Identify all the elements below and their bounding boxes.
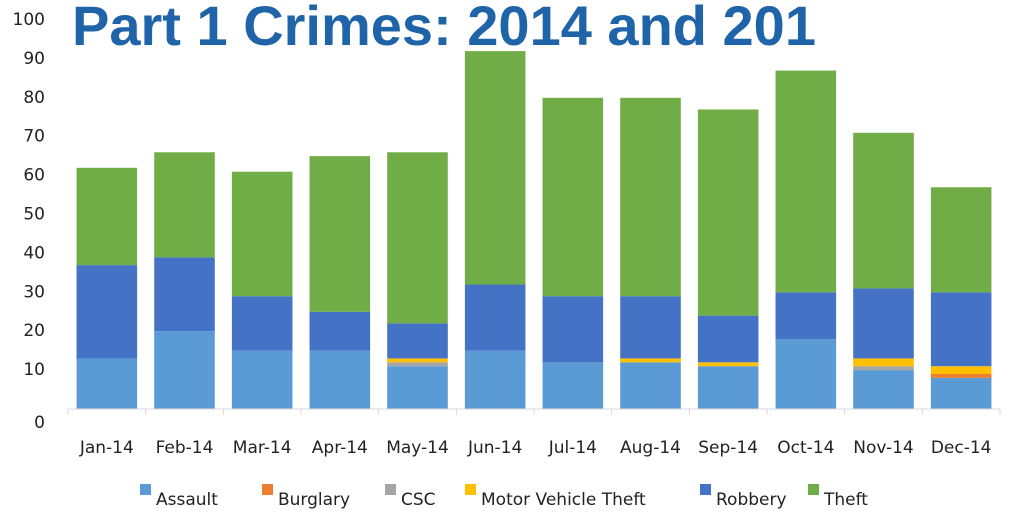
bar-segment xyxy=(853,358,914,367)
y-tick-label: 100 xyxy=(13,10,45,30)
bar-segment xyxy=(154,331,215,409)
x-tick-label: Aug-14 xyxy=(620,438,681,458)
bar-segment xyxy=(542,97,604,297)
x-tick-label: Sep-14 xyxy=(698,438,758,458)
legend-label: Theft xyxy=(823,490,868,510)
bar-segment xyxy=(620,296,681,359)
bar-segment xyxy=(853,288,914,359)
x-tick-label: Nov-14 xyxy=(853,438,914,458)
legend-swatch xyxy=(465,484,476,495)
x-tick-label: Jan-14 xyxy=(79,438,134,458)
x-tick-label: Dec-14 xyxy=(931,438,992,458)
x-tick-label: Apr-14 xyxy=(312,438,368,458)
bar-segment xyxy=(387,358,448,363)
bar-segment xyxy=(309,350,371,409)
bar-segment xyxy=(620,358,681,363)
y-tick-label: 10 xyxy=(23,360,45,380)
x-tick-label: Jul-14 xyxy=(548,438,597,458)
bar-segment xyxy=(387,362,448,367)
legend-label: CSC xyxy=(401,490,436,510)
legend-label: Robbery xyxy=(716,490,787,510)
bar-segment xyxy=(309,311,371,351)
bar-segment xyxy=(930,187,992,293)
bar-segment xyxy=(853,132,914,289)
legend-swatch xyxy=(385,484,396,495)
x-tick-label: Jun-14 xyxy=(467,438,522,458)
bar-segment xyxy=(620,362,681,409)
bar-segment xyxy=(775,292,837,339)
y-tick-label: 30 xyxy=(23,282,45,302)
bar-segment xyxy=(542,362,604,409)
y-tick-label: 80 xyxy=(23,88,45,108)
bar-segment xyxy=(387,152,448,324)
bar-segment xyxy=(309,156,371,312)
x-tick-label: Mar-14 xyxy=(233,438,292,458)
x-tick-label: Oct-14 xyxy=(777,438,834,458)
x-tick-label: May-14 xyxy=(386,438,449,458)
y-tick-label: 60 xyxy=(23,166,45,186)
bar-segment xyxy=(697,362,759,367)
bar-segment xyxy=(387,366,448,409)
bar-segment xyxy=(930,366,992,374)
bar-segment xyxy=(697,315,759,363)
bar-segment xyxy=(620,97,681,297)
bar-segment xyxy=(775,338,837,409)
bar-segment xyxy=(387,323,448,359)
bar-segment xyxy=(231,296,293,351)
bar-segment xyxy=(775,70,837,293)
legend-swatch xyxy=(262,484,273,495)
y-tick-label: 40 xyxy=(23,243,45,263)
bar-segment xyxy=(464,51,526,285)
legend-label: Assault xyxy=(156,490,218,510)
bar-segment xyxy=(154,257,215,332)
y-tick-label: 70 xyxy=(23,127,45,147)
legend-swatch xyxy=(700,484,711,495)
y-tick-label: 20 xyxy=(23,321,45,341)
y-tick-label: 90 xyxy=(23,49,45,69)
bar-segment xyxy=(231,171,293,297)
bar-segment xyxy=(76,265,138,359)
bar-segment xyxy=(853,370,914,409)
bar-segment xyxy=(930,292,992,367)
legend-swatch xyxy=(140,484,151,495)
legend-label: Burglary xyxy=(278,490,350,510)
bar-segment xyxy=(154,152,215,258)
x-tick-label: Feb-14 xyxy=(156,438,214,458)
bar-segment xyxy=(930,373,992,378)
bar-segment xyxy=(853,366,914,371)
legend-swatch xyxy=(808,484,819,495)
bar-segment xyxy=(542,296,604,363)
chart-title: Part 1 Crimes: 2014 and 201 xyxy=(72,0,816,57)
bar-segment xyxy=(76,167,138,266)
bar-segment xyxy=(697,109,759,316)
bar-segment xyxy=(464,284,526,351)
bar-segment xyxy=(697,366,759,409)
bar-segment xyxy=(930,377,992,409)
legend-label: Motor Vehicle Theft xyxy=(481,490,646,510)
bar-segment xyxy=(76,358,138,409)
bar-segment xyxy=(231,350,293,409)
bar-segment xyxy=(464,350,526,409)
y-tick-label: 0 xyxy=(34,413,45,433)
y-tick-label: 50 xyxy=(23,205,45,225)
